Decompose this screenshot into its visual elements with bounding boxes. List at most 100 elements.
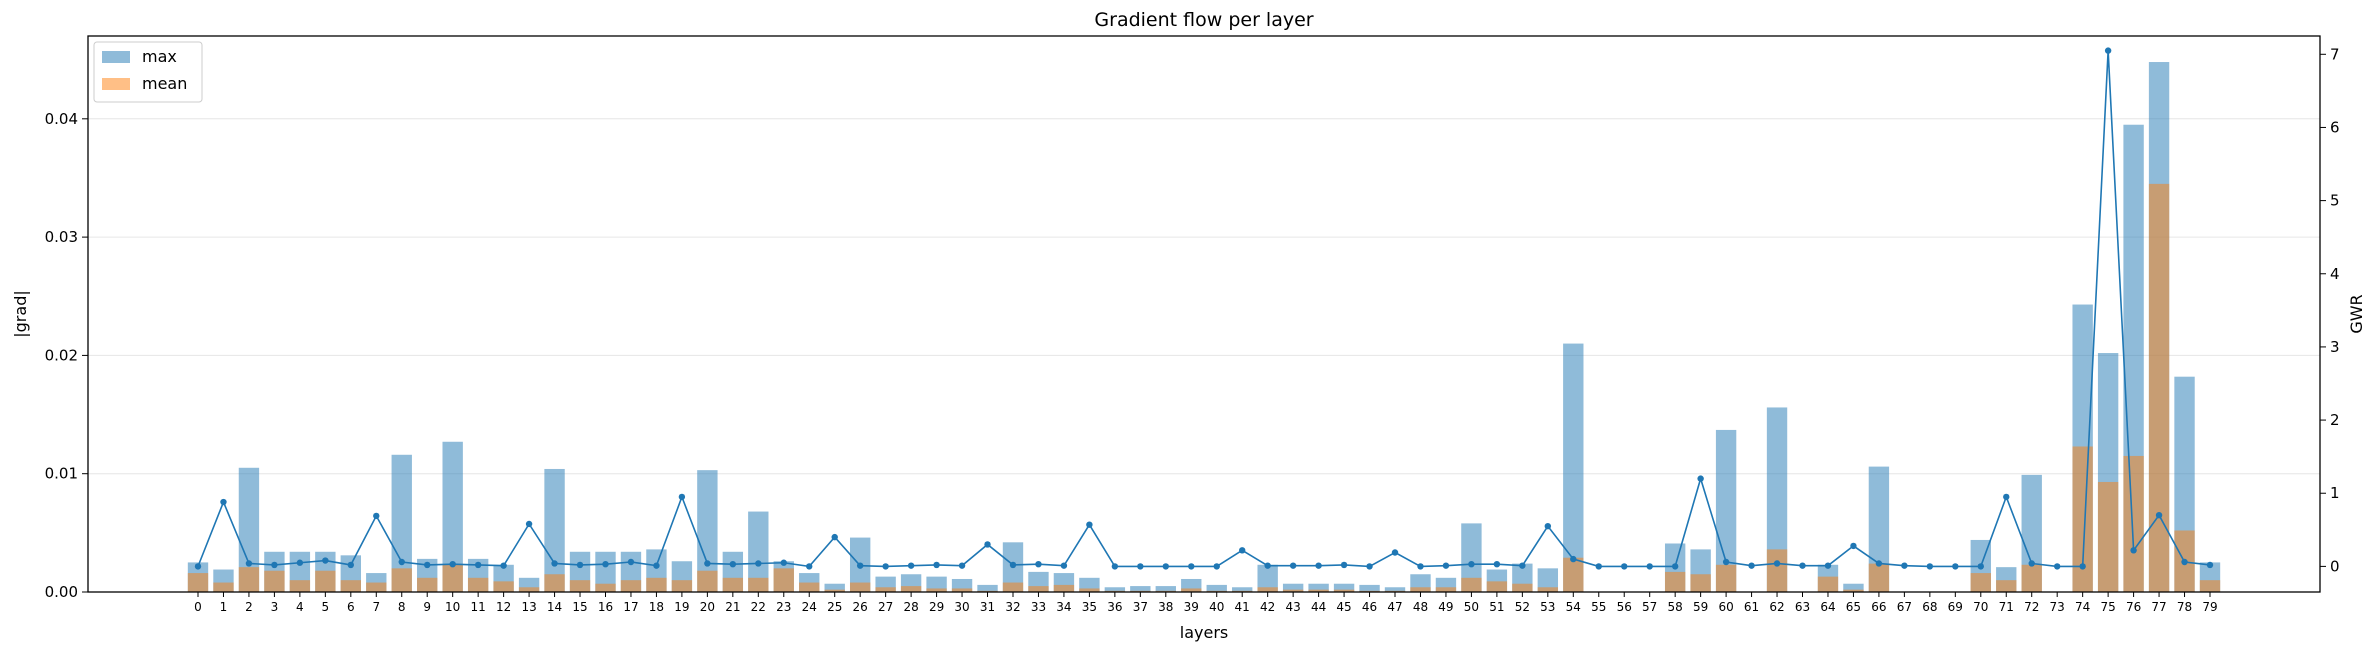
x-tick-label: 48 — [1413, 600, 1428, 614]
x-tick-label: 43 — [1285, 600, 1300, 614]
mean-bar — [1817, 576, 1839, 592]
mean-bar — [442, 564, 463, 592]
max-bar — [1359, 584, 1380, 592]
mean-bar — [620, 580, 642, 592]
x-tick-label: 69 — [1948, 600, 1963, 614]
y-tick-label: 0.00 — [45, 583, 78, 601]
gwr-point — [1162, 563, 1169, 570]
mean-bar — [2199, 580, 2221, 592]
gwr-point — [1289, 562, 1297, 569]
gwr-point — [1697, 475, 1704, 482]
mean-bar — [264, 570, 285, 592]
x-tick-label: 78 — [2177, 600, 2192, 614]
mean-bar — [697, 570, 718, 592]
max-bar — [442, 441, 463, 592]
mean-bar — [1333, 589, 1355, 592]
x-tick-label: 12 — [496, 600, 511, 614]
gwr-point — [678, 493, 686, 501]
mean-bar — [417, 577, 438, 592]
x-tick-label: 17 — [623, 600, 638, 614]
mean-bar — [671, 580, 693, 592]
gwr-point — [907, 562, 915, 569]
gwr-point — [1060, 562, 1068, 569]
x-tick-label: 19 — [674, 600, 689, 614]
mean-bar — [1486, 581, 1508, 592]
mean-bar — [1690, 574, 1711, 592]
gwr-point — [1340, 561, 1348, 569]
y-tick-label: 0.03 — [45, 228, 78, 246]
gwr-point — [2155, 511, 2163, 519]
mean-bar — [1868, 563, 1890, 592]
x-tick-label: 3 — [271, 600, 279, 614]
mean-bar — [238, 567, 260, 592]
x-tick-label: 18 — [649, 600, 664, 614]
x-tick-label: 10 — [445, 600, 460, 614]
x-tick-label: 34 — [1056, 600, 1071, 614]
gwr-point — [1035, 561, 1042, 568]
x-tick-label: 49 — [1438, 600, 1453, 614]
gwr-point — [1926, 563, 1934, 570]
max-bar — [748, 511, 769, 592]
x-tick-label: 15 — [572, 600, 587, 614]
legend-swatch-max — [102, 51, 130, 63]
y2-tick-label: 5 — [2330, 192, 2340, 210]
gwr-point — [474, 561, 482, 569]
gwr-point — [2028, 560, 2035, 567]
mean-bar — [493, 581, 514, 592]
x-tick-label: 27 — [878, 600, 893, 614]
x-tick-label: 9 — [423, 600, 431, 614]
x-tick-label: 64 — [1820, 600, 1835, 614]
max-bar — [1715, 429, 1737, 592]
mean-bar — [849, 582, 871, 592]
x-tick-label: 14 — [547, 600, 562, 614]
x-axis-label: layers — [1180, 623, 1228, 642]
x-tick-label: 58 — [1668, 600, 1683, 614]
max-bar — [1563, 343, 1584, 592]
mean-bar — [1715, 564, 1737, 592]
x-axis: 0 1 2 3 4 5 6 7 8 9 10 11 12 13 14 15 16 17 18 19 20 21 22 23 24… — [194, 592, 2218, 614]
gwr-point — [1468, 561, 1475, 568]
plot-frame — [87, 35, 2321, 593]
x-tick-label: 62 — [1769, 600, 1784, 614]
gwr-point — [1621, 563, 1628, 570]
gwr-point — [806, 563, 813, 570]
x-tick-label: 5 — [322, 600, 330, 614]
mean-bar — [595, 583, 616, 592]
gwr-point — [347, 561, 355, 569]
max-bar — [391, 454, 412, 592]
gwr-point — [1824, 562, 1832, 569]
gwr-point — [1519, 562, 1526, 569]
mean-bar — [1079, 588, 1100, 592]
mean-bar — [2021, 564, 2042, 592]
x-tick-label: 57 — [1642, 600, 1657, 614]
gwr-point — [2003, 493, 2010, 501]
gwr-point — [602, 561, 609, 568]
max-bar — [1384, 587, 1406, 592]
x-tick-label: 72 — [2024, 600, 2039, 614]
gwr-point — [1646, 563, 1653, 570]
max-bar — [1766, 407, 1788, 592]
max-bar — [1232, 587, 1253, 592]
mean-bar — [391, 568, 412, 592]
x-tick-label: 59 — [1693, 600, 1708, 614]
gwr-point — [2104, 47, 2112, 54]
gwr-point — [398, 558, 405, 566]
x-tick-label: 31 — [980, 600, 995, 614]
x-tick-label: 23 — [776, 600, 791, 614]
x-tick-label: 54 — [1566, 600, 1581, 614]
gwr-point — [1213, 563, 1220, 570]
mean-bar — [748, 577, 769, 592]
mean-bar — [544, 574, 565, 592]
mean-bar — [1410, 587, 1431, 592]
mean-bar — [2072, 446, 2093, 592]
gwr-point — [525, 520, 533, 528]
mean-bar — [1664, 571, 1686, 592]
mean-bar — [213, 582, 234, 592]
x-tick-label: 70 — [1973, 600, 1988, 614]
x-tick-label: 20 — [700, 600, 715, 614]
mean-bar — [1537, 587, 1559, 592]
y2-tick-label: 6 — [2330, 118, 2340, 136]
max-bar — [1130, 586, 1151, 592]
